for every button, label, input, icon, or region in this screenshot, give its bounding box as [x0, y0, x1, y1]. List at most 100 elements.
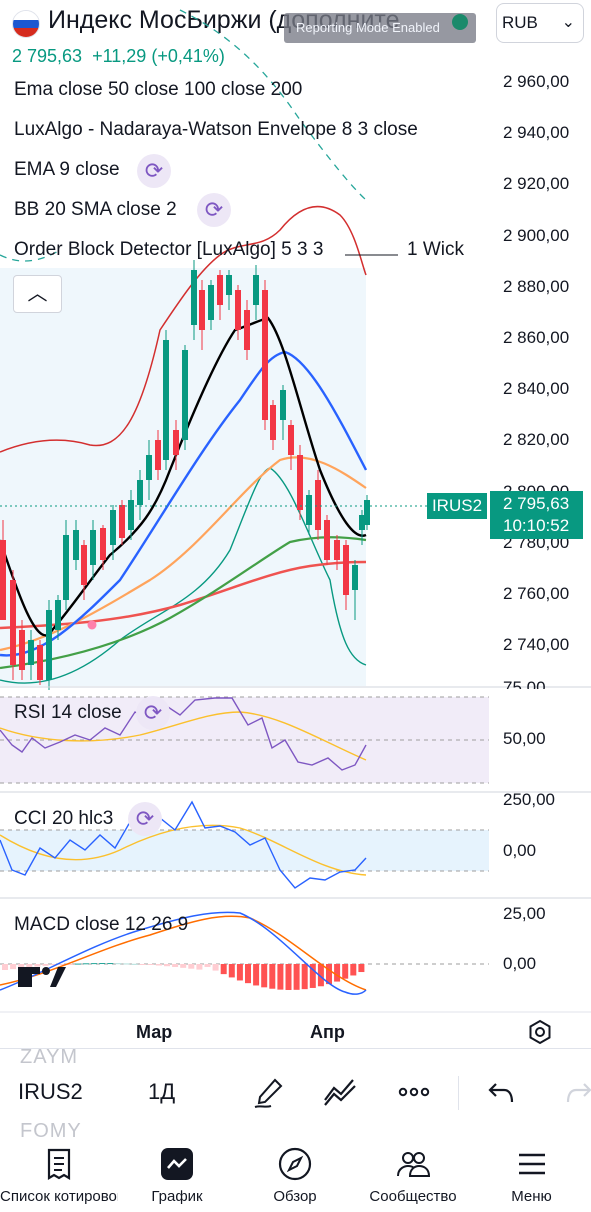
- symbol-above[interactable]: ZAYM: [20, 1046, 79, 1066]
- candle-body: [235, 290, 241, 330]
- candles: [0, 260, 370, 690]
- legend-nadaraya-watson[interactable]: LuxAlgo - Nadaraya-Watson Envelope 8 3 c…: [14, 119, 418, 140]
- macd-bar: [147, 964, 154, 965]
- candle-body: [46, 610, 52, 680]
- candle-body: [359, 515, 365, 530]
- price-axis-label: 2 740,00: [503, 635, 570, 655]
- nav-community[interactable]: Сообщество: [354, 1140, 472, 1212]
- candle-body: [81, 545, 87, 585]
- candle-body: [270, 405, 276, 440]
- redo-icon[interactable]: [560, 1074, 591, 1110]
- currency-select[interactable]: RUB ⌄: [496, 3, 584, 43]
- candle-body: [297, 455, 303, 510]
- candle-body: [324, 520, 330, 560]
- macd-bar: [188, 964, 195, 969]
- macd-axis-zero: 0,00: [503, 954, 537, 973]
- candle-body: [137, 480, 143, 505]
- candle-body: [55, 600, 61, 630]
- refresh-icon[interactable]: ⟳: [136, 696, 170, 730]
- candle-body: [90, 530, 96, 565]
- macd-bar: [131, 963, 138, 965]
- macd-bar: [301, 964, 308, 990]
- macd-signal-line: [0, 915, 367, 991]
- chevron-down-icon: ⌄: [561, 14, 575, 31]
- candle-body: [19, 630, 25, 670]
- rsi-legend[interactable]: RSI 14 close: [14, 702, 122, 723]
- collapse-legend-button[interactable]: ︿: [13, 275, 62, 313]
- macd-line: [0, 911, 367, 995]
- price-axis-label: 2 880,00: [503, 276, 570, 296]
- price-chart[interactable]: [0, 0, 591, 1045]
- candle-body: [288, 425, 294, 455]
- nav-chart[interactable]: График: [118, 1140, 236, 1212]
- nav-watchlist[interactable]: Список котировок: [0, 1140, 118, 1212]
- macd-bar: [107, 963, 114, 965]
- cci-legend[interactable]: CCI 20 hlc3: [14, 808, 114, 829]
- refresh-icon[interactable]: ⟳: [197, 193, 231, 227]
- price-axis-label: 2 840,00: [503, 379, 570, 399]
- macd-bar: [34, 964, 41, 967]
- macd-legend[interactable]: MACD close 12 26 9: [14, 914, 189, 935]
- more-icon[interactable]: [396, 1074, 432, 1110]
- toolbar-divider: [458, 1076, 459, 1110]
- refresh-icon[interactable]: ⟳: [137, 154, 171, 188]
- symbol-price-tag: IRUS2: [427, 493, 487, 519]
- candle-body: [306, 495, 312, 525]
- price-change-pct: (+0,41%): [151, 46, 225, 66]
- cci-band: [0, 830, 489, 871]
- price-axis-label: 2 920,00: [503, 174, 570, 194]
- legend-ema9[interactable]: EMA 9 close: [14, 159, 120, 180]
- macd-bar: [196, 964, 203, 970]
- candle-body: [208, 285, 214, 320]
- symbol-selector[interactable]: IRUS2: [18, 1079, 83, 1104]
- nav-explore[interactable]: Обзор: [236, 1140, 354, 1212]
- candle-body: [280, 390, 286, 420]
- candle-body: [262, 290, 268, 420]
- symbol-below[interactable]: FOMY: [20, 1120, 82, 1140]
- candle-body: [182, 350, 188, 440]
- macd-bar: [123, 963, 130, 965]
- legend-order-block[interactable]: Order Block Detector [LuxAlgo] 5 3 3: [14, 239, 324, 260]
- macd-bar: [277, 964, 284, 990]
- candle-body: [119, 505, 125, 538]
- interval-selector[interactable]: 1Д: [148, 1079, 176, 1104]
- candle-body: [364, 500, 370, 525]
- candle-body: [352, 565, 358, 590]
- indicators-icon[interactable]: [322, 1074, 358, 1110]
- candle-body: [28, 640, 34, 665]
- bar-countdown: 10:10:52: [503, 516, 570, 535]
- price-axis-label: 2 760,00: [503, 584, 570, 603]
- candle-body: [334, 540, 340, 560]
- compass-icon: [278, 1147, 312, 1181]
- legend-ema[interactable]: Ema close 50 close 100 close 200: [14, 79, 303, 100]
- candle-body: [146, 455, 152, 480]
- currency-value: RUB: [502, 13, 538, 32]
- macd-bar: [285, 964, 292, 990]
- macd-bar: [326, 964, 332, 985]
- brush-icon[interactable]: [251, 1074, 287, 1110]
- macd-bar: [212, 964, 219, 971]
- cci-axis-zero: 0,00: [503, 841, 537, 860]
- undo-icon[interactable]: [484, 1074, 520, 1110]
- candle-body: [315, 480, 321, 530]
- bb-upper-line: [0, 205, 367, 453]
- macd-bar: [342, 964, 349, 979]
- envelope-fill: [0, 268, 366, 686]
- time-label-march: Мар: [136, 1022, 173, 1042]
- last-price: 2 795,63: [12, 46, 83, 66]
- nav-label: Список котировок: [0, 1188, 118, 1205]
- macd-bar: [10, 964, 17, 970]
- gear-icon[interactable]: [527, 1019, 553, 1045]
- candle-body: [163, 340, 169, 460]
- cci-ma-line: [0, 824, 367, 876]
- price-change: +11,29: [92, 46, 147, 66]
- macd-axis-upper: 25,00: [503, 904, 546, 923]
- macd-bar: [358, 964, 365, 973]
- refresh-icon[interactable]: ⟳: [128, 802, 162, 836]
- nav-menu[interactable]: Меню: [472, 1140, 591, 1212]
- chevron-up-icon: ︿: [27, 283, 48, 305]
- legend-bollinger[interactable]: BB 20 SMA close 2: [14, 199, 177, 220]
- nw-envelope-dashed: [179, 9, 367, 201]
- macd-bar: [172, 964, 179, 968]
- macd-bar: [269, 964, 276, 989]
